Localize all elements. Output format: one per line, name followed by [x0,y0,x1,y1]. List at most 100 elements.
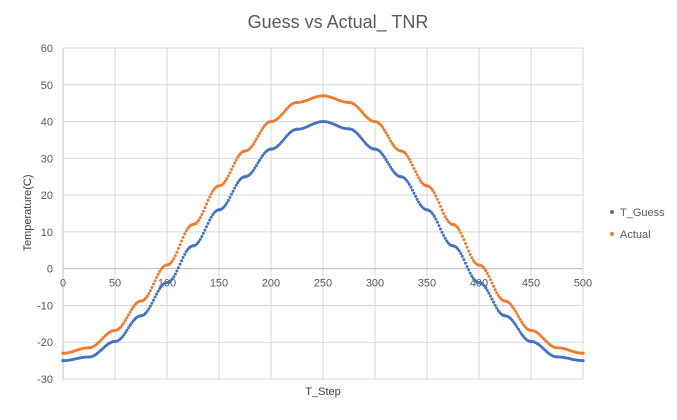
marker [229,168,233,172]
marker [261,154,265,158]
marker [175,250,179,254]
marker [462,258,466,262]
marker [251,142,255,146]
marker [176,266,180,270]
marker [468,271,472,275]
marker [484,269,488,273]
marker [445,217,449,221]
marker [442,211,446,215]
marker [222,181,226,185]
marker [412,191,416,195]
marker [410,163,414,167]
marker [414,170,418,174]
marker [206,221,210,225]
marker [515,325,519,329]
marker [153,295,157,299]
legend-label: T_Guess [620,207,665,219]
marker [200,213,204,217]
marker [410,188,414,192]
marker [211,213,215,217]
marker [253,140,257,144]
marker [381,126,385,130]
marker [183,252,187,256]
marker [151,282,155,286]
marker [460,234,464,238]
marker [385,160,389,164]
marker [151,298,155,302]
marker [231,189,235,193]
marker [156,272,160,276]
marker [206,198,210,202]
marker [493,303,497,307]
marker [170,277,174,281]
marker [181,255,185,259]
marker [197,240,201,244]
marker [417,200,421,204]
marker [390,141,394,145]
marker [463,241,467,245]
marker [488,294,492,298]
y-tick-label: -30 [37,374,53,386]
marker [456,226,460,230]
marker [467,249,471,253]
marker [404,178,408,182]
axes [62,48,583,379]
marker [460,254,464,258]
marker [205,202,209,206]
marker [434,194,438,198]
marker [250,170,254,174]
x-tick-label: 300 [366,278,384,290]
marker [482,284,486,288]
marker [431,188,435,192]
marker [406,180,410,184]
marker [125,316,129,320]
marker [432,191,436,195]
marker [145,309,149,313]
marker [442,234,446,238]
marker [432,214,436,218]
marker [487,291,491,295]
marker [513,323,517,327]
marker [181,235,185,239]
marker [495,306,499,310]
marker [158,270,162,274]
marker [153,279,157,283]
marker [429,186,433,190]
marker [147,307,151,311]
y-tick-label: 0 [47,264,53,276]
marker [256,161,260,165]
marker [176,247,180,251]
marker [125,328,129,332]
marker [184,229,188,233]
marker [228,195,232,199]
marker [389,165,393,169]
marker [431,212,435,216]
marker [385,133,389,137]
marker [123,318,127,322]
marker [443,215,447,219]
marker [253,166,257,170]
x-tick-label: 200 [262,278,280,290]
marker [496,293,500,297]
series-layer [61,94,585,363]
series-t-guess [61,119,585,363]
marker [209,215,213,219]
marker [234,158,238,162]
marker [382,155,386,159]
marker [468,253,472,257]
marker [485,271,489,275]
marker [144,296,148,300]
marker [223,203,227,207]
marker [156,289,160,293]
marker [201,209,205,213]
marker [387,136,391,140]
marker [128,310,132,314]
y-tick-label: -20 [37,337,53,349]
marker [414,194,418,198]
marker [512,320,516,324]
marker [440,208,444,212]
marker [518,330,522,334]
marker [150,285,154,289]
marker [258,132,262,136]
marker [412,166,416,170]
